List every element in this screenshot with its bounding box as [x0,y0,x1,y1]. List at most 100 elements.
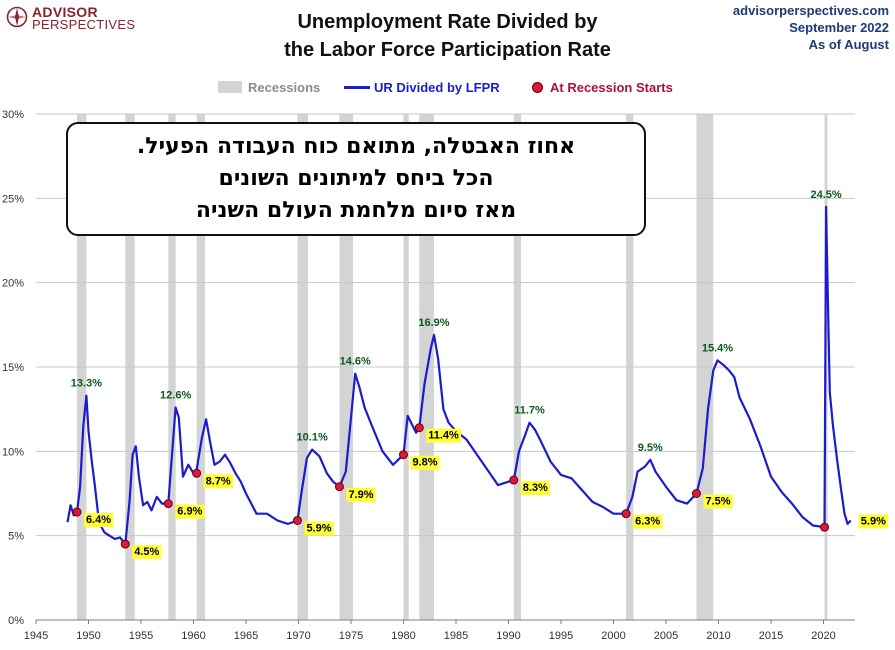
recession-start-dot [820,522,830,532]
x-tick-label: 2000 [601,630,625,642]
y-tick-labels: 0% 5% 10% 15% 20% 25% 30% [2,109,24,627]
logo-text-perspectives: PERSPECTIVES [32,17,136,32]
y-tick-label: 20% [2,278,24,290]
peak-label: 9.5% [638,442,663,454]
peak-label: 10.1% [297,432,328,444]
peak-label: 11.7% [514,405,545,417]
legend-swatch-recessions [218,81,242,93]
x-tick-label: 1970 [286,630,310,642]
recession-start-label-text: 6.9% [177,506,202,518]
recession-start-dot [163,499,173,509]
recession-start-label-text: 6.3% [635,516,660,528]
recession-start-label-text: 4.5% [134,546,159,558]
x-tick-label: 1995 [549,630,573,642]
compass-icon [6,6,28,28]
annotation-line-2: הכל ביחס למיתונים השונים [218,166,494,191]
y-tick-label: 5% [8,531,24,543]
chart-title: Unemployment Rate Divided by the Labor F… [200,8,695,64]
x-tick-label: 1990 [496,630,520,642]
x-tick-label: 1965 [234,630,258,642]
chart-title-line2: the Labor Force Participation Rate [284,39,611,61]
peak-label: 13.3% [71,378,102,390]
recession-start-label-bg [703,494,733,509]
y-tick-label: 15% [2,362,24,374]
recession-start-dot [192,468,202,478]
recession-start-label-bg [633,514,663,529]
peak-label-text: 24.5% [811,189,842,201]
recession-start-label-bg [83,513,114,528]
last-value-label-text: 5.9% [861,515,886,527]
recession-start-markers [72,423,830,549]
recession-start-dot [691,489,701,498]
peak-label-text: 15.4% [702,342,733,354]
last-value-label: 5.9% [858,514,889,529]
recession-start-label: 7.5% [703,494,733,509]
recession-start-label: 5.9% [304,521,334,536]
recession-start-label-bg [520,481,551,496]
x-tick-label: 1955 [129,630,153,642]
x-tick-label: 2010 [706,630,730,642]
recession-start-label-text: 11.4% [428,430,459,442]
recession-start-label-bg [304,521,334,536]
peak-label-text: 16.9% [418,317,449,329]
logo-text-advisor: ADVISOR [32,4,98,20]
recession-start-label-text: 8.3% [523,482,548,494]
recession-start-label: 7.9% [346,487,376,502]
recession-start-label-text: 7.5% [705,496,730,508]
recession-start-label: 6.3% [633,514,663,529]
chart-title-line1: Unemployment Rate Divided by [297,11,598,33]
recession-start-label: 8.7% [203,474,233,489]
legend-swatch-line [344,85,370,89]
recession-start-dot [621,509,631,519]
recession-start-label: 6.4% [83,513,114,528]
recession-start-label-bg [203,474,233,489]
recession-start-dot [414,423,424,433]
recession-start-label-text: 7.9% [348,489,373,501]
peak-label-text: 11.7% [514,405,545,417]
recession-start-label-text: 9.8% [413,457,438,469]
peak-label-text: 12.6% [160,389,191,401]
recession-start-label-text: 8.7% [206,475,231,487]
legend-item-line: UR Divided by LFPR [344,77,500,97]
recession-start-label-text: 6.4% [86,514,111,526]
x-tick-label: 2020 [811,630,835,642]
legend-item-dots: At Recession Starts [532,77,673,97]
legend-swatch-dots [532,81,543,93]
chart-legend: Recessions UR Divided by LFPR At Recessi… [0,77,895,97]
y-tick-label: 25% [2,193,24,205]
x-tick-label: 1960 [181,630,205,642]
peak-label-text: 9.5% [638,442,663,454]
recession-start-label-bg [132,545,162,560]
recession-start-label-bg [175,504,205,519]
recession-start-label: 11.4% [426,428,462,443]
x-tick-label: 2005 [654,630,678,642]
legend-item-recessions: Recessions [218,77,320,97]
recession-start-label-bg [346,487,376,502]
peak-label-text: 13.3% [71,378,102,390]
annotation-line-3: מאז סיום מלחמת העולם השניה [195,198,517,223]
last-value-label-bg [858,514,889,529]
x-tick-label: 1985 [444,630,468,642]
y-tick-label: 30% [2,109,24,121]
peak-label: 12.6% [160,389,191,401]
recession-start-dot [72,507,82,517]
y-tick-label: 0% [8,615,24,627]
peak-label: 15.4% [702,342,733,354]
x-tick-label: 2015 [759,630,783,642]
x-tick-labels: 1945 1950 1955 1960 1965 1970 1975 1980 1985 1990… [24,620,836,642]
hebrew-annotation-box: אחוז האבטלה, מתואם כוח העבודה הפעיל. הכל… [66,122,646,236]
recession-start-dot [334,482,344,492]
x-tick-label: 1980 [391,630,415,642]
recession-start-label: 6.9% [175,504,205,519]
data-labels: 6.4% 4.5% 6.9% 8.7% 5.9% 7.9% 9.8% 11.4% 8.3% 6.3… [71,189,889,560]
legend-label-recessions: Recessions [248,79,321,95]
recession-start-dot [120,539,130,549]
source-date: September 2022 [789,20,889,35]
x-tick-label: 1945 [24,630,48,642]
advisor-perspectives-logo: ADVISOR PERSPECTIVES [6,4,146,34]
recession-start-label-bg [426,428,462,443]
recession-start-label: 8.3% [520,481,551,496]
y-tick-label: 10% [2,446,24,458]
recession-start-dot [292,515,302,525]
